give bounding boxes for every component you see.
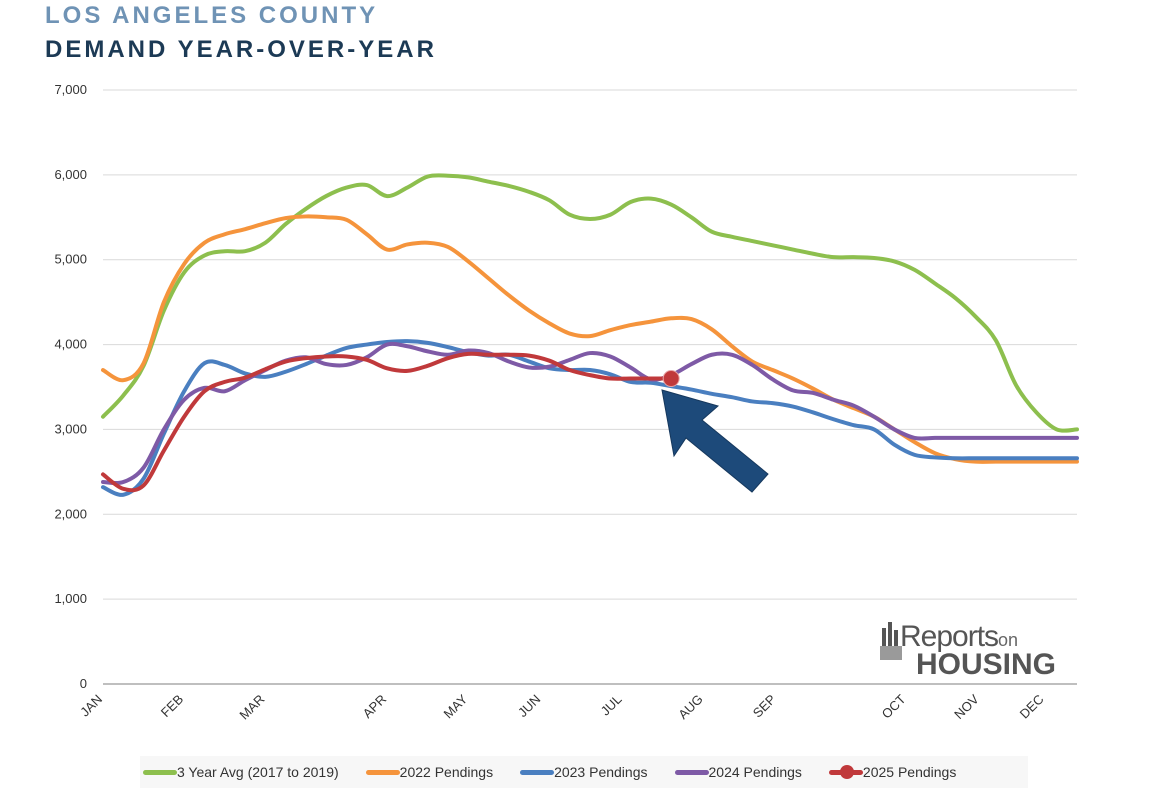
legend-swatch (674, 769, 709, 775)
y-tick-label: 0 (80, 676, 87, 691)
y-tick-label: 7,000 (54, 82, 87, 97)
series-line-4 (101, 351, 674, 493)
legend-item: 2024 Pendings (674, 764, 802, 780)
x-tick-label: JUL (598, 692, 625, 719)
grid-lines (103, 89, 1077, 685)
legend-item: 2022 Pendings (365, 764, 494, 780)
series-line-2 (101, 339, 1079, 497)
x-tick-label: JUN (515, 692, 543, 720)
x-tick-label: MAR (236, 692, 267, 723)
series-line-3 (101, 341, 1079, 486)
y-tick-label: 4,000 (54, 337, 87, 352)
legend-label: 2024 Pendings (708, 764, 802, 780)
y-tick-label: 5,000 (54, 252, 87, 267)
x-tick-label: SEP (750, 692, 779, 721)
logo-word-reports: Reports (900, 620, 999, 653)
chart-title: LOS ANGELES COUNTY (45, 2, 379, 29)
legend-swatch (828, 764, 863, 779)
legend-label: 2022 Pendings (399, 764, 494, 780)
x-tick-label: OCT (879, 691, 909, 721)
logo-text-reports: Reportson (900, 620, 1018, 654)
legend-swatch (520, 769, 555, 775)
arrow-annotation (661, 389, 769, 493)
legend-item: 2023 Pendings (520, 764, 648, 780)
legend-marker (839, 764, 854, 779)
y-tick-label: 6,000 (54, 167, 87, 182)
x-tick-label: MAY (441, 691, 471, 721)
y-axis-ticks: 0 1,000 2,000 3,000 4,000 5,000 6,000 7,000 (54, 82, 87, 691)
legend-item: 2025 Pendings (828, 764, 957, 780)
chart-legend: 3 Year Avg (2017 to 2019) 2022 Pendings 20… (140, 756, 1028, 788)
legend-label: 2023 Pendings (554, 764, 648, 780)
logo-word-on: on (998, 630, 1019, 650)
series-last-point-marker (662, 370, 680, 388)
series-line-1 (101, 214, 1079, 464)
reports-on-housing-logo: Reportson HOUSING (880, 616, 1070, 686)
logo-house-icon (880, 622, 902, 660)
legend-label: 3 Year Avg (2017 to 2019) (177, 764, 339, 780)
x-axis-ticks: JAN FEB MAR APR MAY JUN JUL AUG SEP OCT NOV DEC (77, 691, 1047, 722)
arrow-icon (661, 389, 769, 493)
x-tick-label: DEC (1017, 692, 1047, 722)
legend-label: 2025 Pendings (862, 764, 957, 780)
series-lines (101, 173, 1079, 497)
logo-text-housing: HOUSING (916, 648, 1057, 681)
x-tick-label: AUG (675, 692, 706, 723)
x-tick-label: APR (360, 692, 390, 722)
series-line-0 (101, 173, 1079, 433)
x-tick-label: NOV (951, 691, 982, 722)
y-tick-label: 2,000 (54, 506, 87, 521)
legend-swatch (143, 769, 177, 775)
legend-swatch (365, 769, 400, 775)
chart-subtitle: DEMAND YEAR-OVER-YEAR (45, 36, 437, 63)
x-tick-label: FEB (158, 692, 186, 720)
y-tick-label: 1,000 (54, 591, 87, 606)
legend-item: 3 Year Avg (2017 to 2019) (143, 764, 339, 780)
x-tick-label: JAN (77, 692, 105, 720)
y-tick-label: 3,000 (54, 421, 87, 436)
